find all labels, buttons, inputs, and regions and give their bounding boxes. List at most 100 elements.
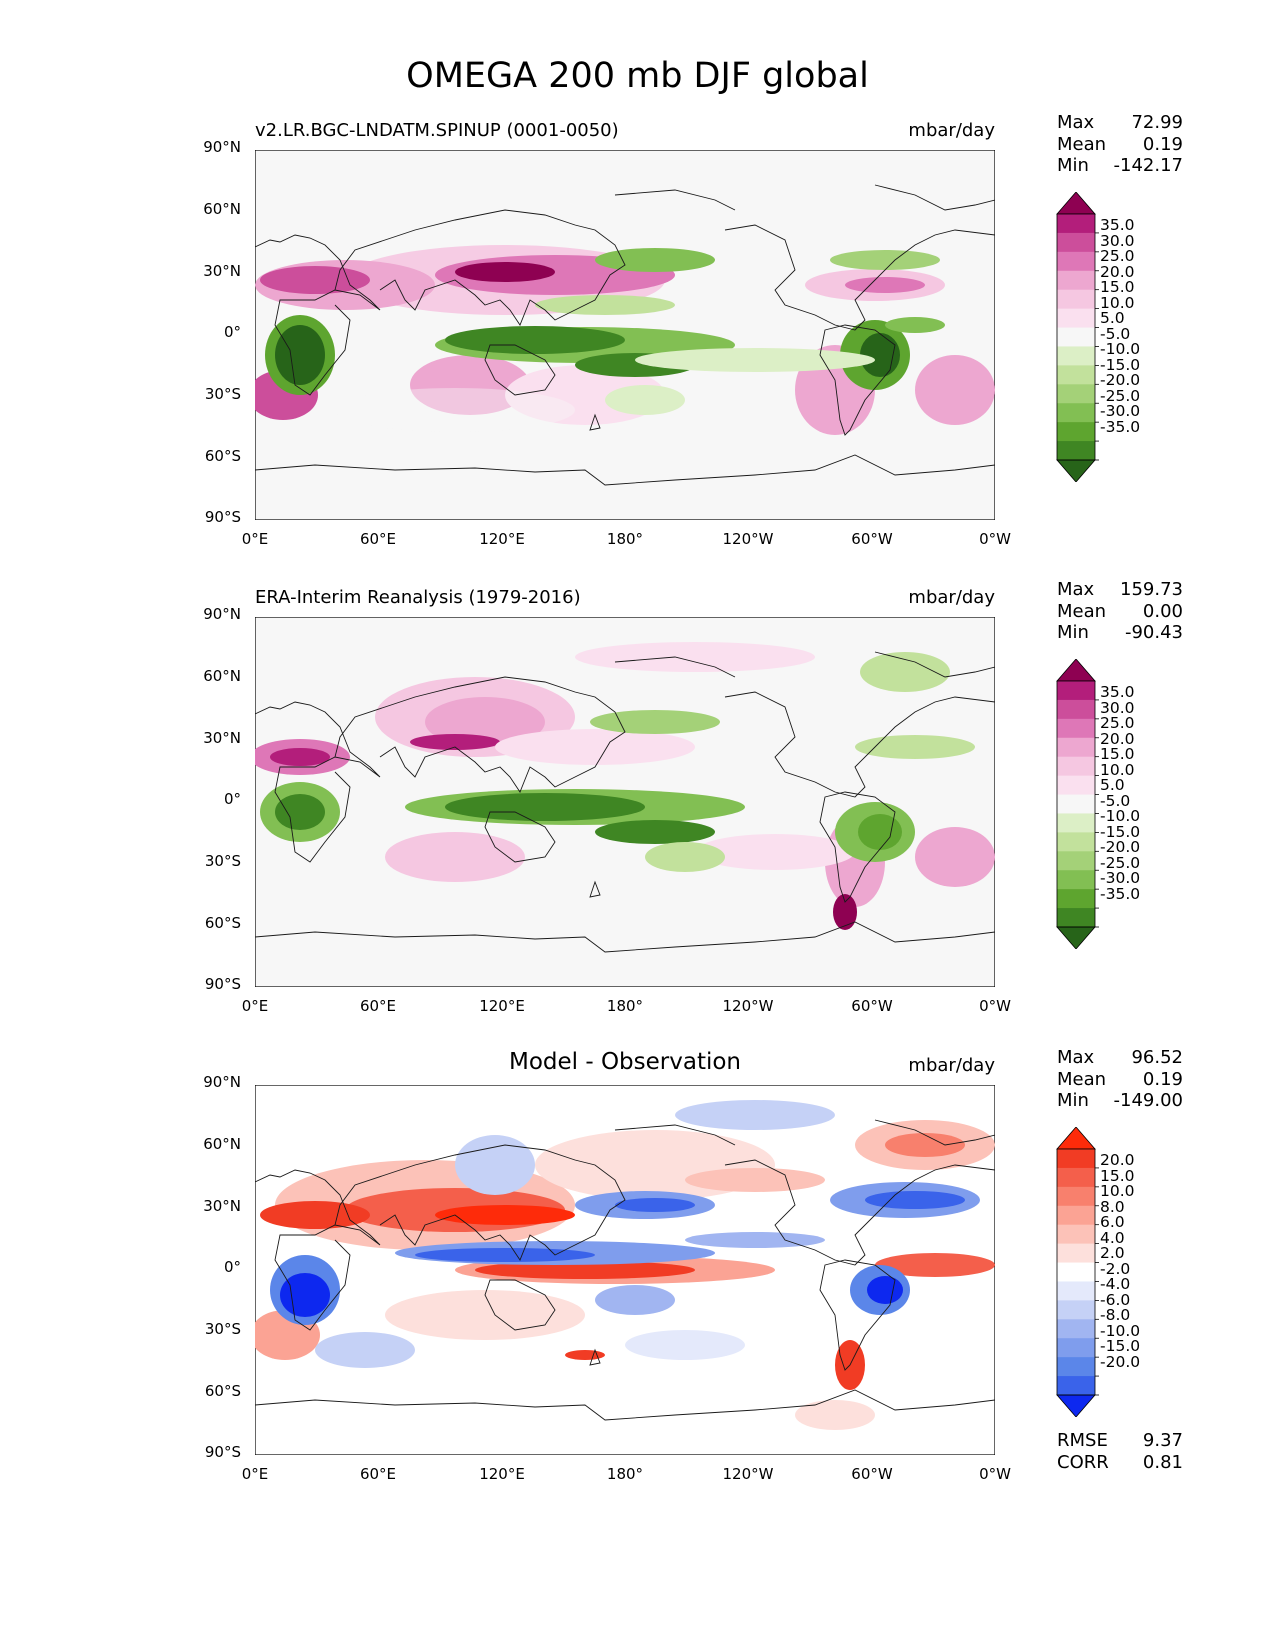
- lon-tick: 120°E: [479, 1465, 525, 1483]
- colorbar-labels: 35.0 30.0 25.0 20.0 15.0 10.0 5.0 -5.0 -…: [1100, 216, 1141, 435]
- stat-mean-label: Mean: [1057, 1068, 1107, 1090]
- rmse-value: 9.37: [1142, 1430, 1183, 1451]
- panel-title: ERA-Interim Reanalysis (1979-2016): [255, 587, 581, 608]
- corr-label: CORR: [1057, 1451, 1109, 1473]
- lon-tick: 0°E: [241, 1465, 269, 1483]
- stat-max: 96.52: [1131, 1047, 1183, 1068]
- stat-min-label: Min: [1057, 622, 1089, 643]
- cbar-label: -2.0: [1100, 1259, 1131, 1278]
- units-label: mbar/day: [908, 1055, 995, 1076]
- colorbar-segment: [1057, 270, 1095, 291]
- cbar-label: -20.0: [1100, 838, 1141, 856]
- stat-max-label: Max: [1057, 112, 1095, 133]
- colorbar-extend-max: [1056, 192, 1096, 215]
- lat-tick: 0°: [223, 790, 241, 808]
- colorbar: [1056, 659, 1099, 949]
- lon-tick: 180°: [606, 997, 644, 1015]
- panel-title: Model - Observation: [508, 1049, 742, 1075]
- panel-title: v2.LR.BGC-LNDATM.SPINUP (0001-0050): [255, 120, 619, 141]
- colorbar-segment: [1057, 1262, 1095, 1282]
- cbar-label: 5.0: [1100, 309, 1125, 327]
- cbar-label: -10.0: [1100, 1321, 1141, 1340]
- colorbar-segment: [1057, 1243, 1095, 1264]
- colorbar-segment: [1057, 1376, 1095, 1396]
- lat-tick: 0°: [223, 323, 241, 341]
- colorbar-segment: [1057, 1205, 1095, 1226]
- lon-tick: 0°E: [241, 997, 269, 1015]
- cbar-label: -10.0: [1100, 340, 1141, 358]
- cbar-label: 20.0: [1100, 262, 1135, 281]
- stats-box: Max 96.52 Mean 0.19 Min -149.00: [1057, 1047, 1183, 1112]
- colorbar-outline: [1056, 680, 1096, 928]
- colorbar: [1056, 1127, 1099, 1417]
- lat-tick: 30°S: [204, 852, 241, 870]
- lat-tick: 60°N: [203, 667, 241, 685]
- stat-mean: 0.19: [1142, 1068, 1183, 1090]
- colorbar: [1056, 192, 1099, 482]
- cbar-label: -35.0: [1100, 884, 1141, 903]
- lon-tick: 180°: [606, 530, 644, 548]
- cbar-label: 6.0: [1100, 1213, 1125, 1231]
- stat-min-label: Min: [1057, 155, 1089, 176]
- lon-tick: 60°E: [359, 997, 397, 1015]
- cbar-label: -15.0: [1100, 355, 1141, 374]
- cbar-label: 20.0: [1100, 729, 1135, 748]
- panel-ref: ERA-Interim Reanalysis (1979-2016) mbar/…: [0, 579, 1275, 1047]
- colorbar-segment: [1057, 214, 1095, 234]
- colorbar-segment: [1057, 327, 1095, 347]
- colorbar-labels: 20.0 15.0 10.0 8.0 6.0 4.0 2.0 -2.0 -4.0…: [1100, 1152, 1141, 1370]
- stat-max-label: Max: [1057, 1047, 1095, 1068]
- cbar-label: -15.0: [1100, 1337, 1141, 1355]
- stat-mean-label: Mean: [1057, 133, 1107, 155]
- colorbar-segment: [1057, 832, 1095, 852]
- lon-tick: 60°W: [851, 997, 893, 1015]
- corr-value: 0.81: [1142, 1451, 1183, 1473]
- colorbar-segment: [1057, 756, 1095, 777]
- stat-min-label: Min: [1057, 1090, 1089, 1111]
- cbar-label: 25.0: [1100, 714, 1135, 732]
- cbar-label: -6.0: [1100, 1290, 1131, 1309]
- lat-tick: 60°S: [204, 914, 241, 932]
- cbar-label: 10.0: [1100, 293, 1135, 312]
- colorbar-segment: [1057, 1149, 1095, 1169]
- lon-tick: 60°W: [851, 530, 893, 548]
- lon-tick: 120°E: [479, 530, 525, 548]
- figure-title: OMEGA 200 mb DJF global: [406, 56, 869, 96]
- colorbar-segment: [1057, 1338, 1095, 1358]
- colorbar-segment: [1057, 775, 1095, 796]
- coastlines: [255, 1119, 995, 1421]
- colorbar-segment: [1057, 384, 1095, 404]
- lat-tick: 90°N: [203, 605, 241, 623]
- colorbar-segment: [1057, 699, 1095, 720]
- cbar-label: -25.0: [1100, 853, 1141, 872]
- lon-tick: 180°: [606, 1465, 644, 1483]
- lon-tick: 0°W: [979, 530, 1011, 548]
- colorbar-extend-max: [1056, 659, 1096, 682]
- lon-tick: 120°W: [722, 1465, 774, 1483]
- colorbar-segment: [1057, 365, 1095, 385]
- cbar-label: 15.0: [1100, 745, 1135, 763]
- lat-tick: 60°N: [203, 1135, 241, 1153]
- units-label: mbar/day: [908, 120, 995, 141]
- cbar-label: 5.0: [1100, 776, 1125, 794]
- lon-tick: 120°E: [479, 997, 525, 1015]
- colorbar-outline: [1056, 213, 1096, 461]
- cbar-label: 10.0: [1100, 1182, 1135, 1200]
- cbar-label: 30.0: [1100, 231, 1135, 250]
- cbar-label: -25.0: [1100, 386, 1141, 405]
- metrics-box: RMSE 9.37 CORR 0.81: [1057, 1430, 1183, 1473]
- lon-tick: 60°W: [851, 1465, 893, 1483]
- colorbar-segment: [1057, 1186, 1095, 1207]
- lat-tick: 30°N: [203, 1197, 241, 1215]
- stat-max: 159.73: [1120, 579, 1183, 600]
- lat-tick: 30°S: [204, 1320, 241, 1338]
- lon-tick: 0°W: [979, 997, 1011, 1015]
- lon-tick: 0°W: [979, 1465, 1011, 1483]
- lat-tick: 90°N: [203, 1073, 241, 1091]
- lon-tick: 60°E: [359, 530, 397, 548]
- cbar-label: 35.0: [1100, 216, 1135, 234]
- colorbar-segment: [1057, 908, 1095, 928]
- panel-diff: Model - Observation mbar/day: [0, 1047, 1275, 1515]
- cbar-label: 4.0: [1100, 1228, 1125, 1247]
- colorbar-extend-min: [1056, 1394, 1096, 1417]
